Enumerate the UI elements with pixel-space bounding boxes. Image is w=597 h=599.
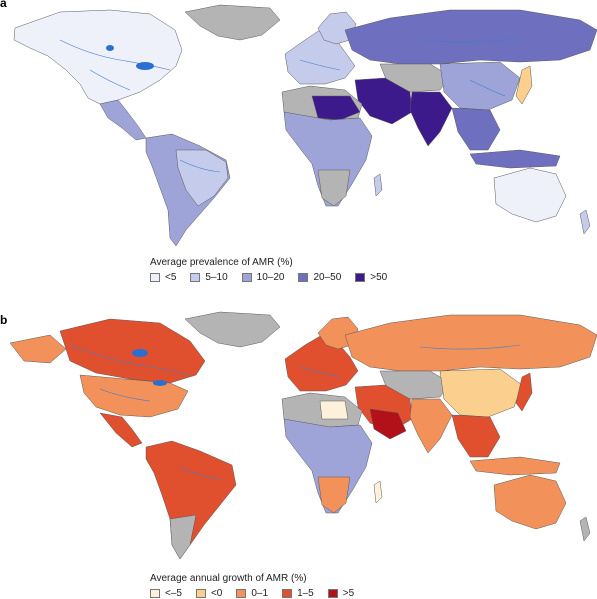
region-china — [439, 61, 521, 111]
legend-item: 20–50 — [298, 272, 341, 283]
legend-item: >50 — [355, 272, 387, 283]
lakes — [132, 349, 167, 386]
region-south-america — [145, 440, 237, 560]
region-southern-africa — [317, 476, 351, 514]
region-japan — [515, 372, 533, 412]
legend-label: <0 — [210, 588, 223, 599]
region-new-zealand — [579, 516, 591, 542]
world-map-growth — [9, 311, 597, 560]
legend-label: <5 — [165, 272, 177, 283]
region-australia — [493, 474, 567, 530]
legend-label: 5–10 — [205, 272, 228, 283]
region-madagascar — [373, 480, 383, 504]
legend-item: 0–1 — [236, 588, 268, 599]
legend-growth: Average annual growth of AMR (%) <–5 <0 0–… — [150, 573, 368, 599]
legend-item: <0 — [195, 588, 223, 599]
legend-item: <–5 — [150, 588, 182, 599]
legend-label: 20–50 — [313, 272, 342, 283]
legend-swatch — [298, 273, 309, 282]
river-network — [59, 37, 521, 173]
region-egypt — [319, 400, 349, 420]
region-new-zealand — [579, 209, 591, 235]
legend-label: <–5 — [165, 588, 182, 599]
legend-label: >5 — [342, 588, 355, 599]
legend-prevalence: Average prevalence of AMR (%) <5 5–10 10–2… — [150, 257, 401, 283]
region-southeast-asia — [451, 414, 501, 458]
legend-item: 1–5 — [282, 588, 314, 599]
legend-item: <5 — [150, 272, 176, 283]
region-india — [409, 91, 453, 147]
lakes — [106, 45, 154, 70]
legend-items: <5 5–10 10–20 20–50 >50 — [150, 272, 401, 283]
region-greenland — [184, 311, 281, 348]
region-indonesia — [469, 149, 561, 169]
panel-letter: b — [0, 313, 8, 327]
region-china — [439, 368, 523, 418]
legend-items: <–5 <0 0–1 1–5 >5 — [150, 588, 368, 599]
region-russia — [344, 9, 597, 65]
legend-title: Average prevalence of AMR (%) — [150, 257, 293, 268]
region-russia — [344, 314, 597, 372]
region-arabia — [369, 408, 407, 440]
region-japan — [515, 65, 533, 105]
legend-label: >50 — [370, 272, 388, 283]
region-southeast-asia — [451, 107, 501, 151]
region-north-america — [13, 9, 183, 105]
region-southern-africa — [317, 169, 351, 207]
legend-item: 10–20 — [241, 272, 285, 283]
legend-swatch — [355, 273, 366, 282]
region-greenland — [184, 4, 281, 41]
legend-swatch — [150, 273, 160, 282]
legend-item: 5–10 — [190, 272, 228, 283]
legend-label: 1–5 — [297, 588, 314, 599]
region-southern-cone — [169, 514, 197, 560]
legend-title: Average annual growth of AMR (%) — [150, 573, 307, 584]
river-network — [69, 344, 521, 480]
region-central-america — [99, 99, 147, 141]
legend-label: 10–20 — [256, 272, 285, 283]
region-india — [409, 398, 453, 454]
region-central-america — [99, 412, 143, 448]
region-sahel — [311, 95, 361, 121]
legend-item: >5 — [327, 588, 355, 599]
legend-swatch — [190, 273, 201, 282]
region-africa — [283, 111, 373, 207]
legend-swatch — [241, 273, 252, 282]
panel-b: b — [0, 305, 597, 599]
region-canada — [59, 318, 206, 384]
panel-a: a — [0, 0, 597, 283]
legend-label: 0–1 — [251, 588, 269, 599]
region-indonesia — [469, 456, 561, 476]
region-australia — [493, 167, 567, 223]
world-map-prevalence — [13, 4, 597, 247]
region-africa — [283, 418, 373, 514]
region-alaska — [9, 334, 67, 364]
panel-letter: a — [0, 0, 7, 10]
region-madagascar — [373, 173, 383, 197]
